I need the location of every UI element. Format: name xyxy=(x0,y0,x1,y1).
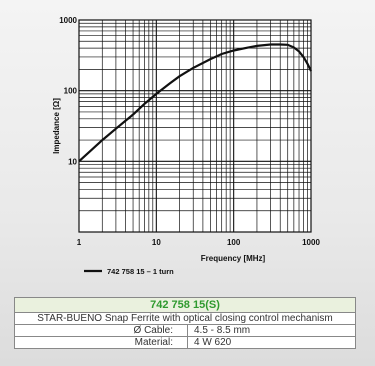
y-axis-label: Impedance [Ω] xyxy=(52,98,61,154)
spec-label: Material: xyxy=(14,336,188,349)
y-tick-label: 1000 xyxy=(59,16,77,25)
y-tick-label: 100 xyxy=(64,87,78,96)
product-spec-table: 742 758 15(S) STAR-BUENO Snap Ferrite wi… xyxy=(14,297,356,349)
spec-value: 4 W 620 xyxy=(187,336,356,349)
x-axis-label: Frequency [MHz] xyxy=(201,254,266,263)
spec-value: 4.5 - 8.5 mm xyxy=(187,324,356,337)
y-tick-labels: 10 100 1000 xyxy=(59,16,77,166)
x-tick-labels: 1 10 100 1000 xyxy=(77,238,321,247)
spec-row-cable: Ø Cable: 4.5 - 8.5 mm xyxy=(14,324,356,337)
y-tick-label: 10 xyxy=(68,157,77,166)
spec-row-material: Material: 4 W 620 xyxy=(14,336,356,349)
x-tick-label: 10 xyxy=(152,238,161,247)
x-tick-label: 1 xyxy=(77,238,82,247)
x-tick-label: 100 xyxy=(227,238,241,247)
grid-lines xyxy=(79,20,311,232)
series-line-742-758-15 xyxy=(78,43,312,163)
plot-frame xyxy=(78,19,312,233)
x-tick-label: 1000 xyxy=(302,238,320,247)
spec-label: Ø Cable: xyxy=(14,324,188,337)
impedance-chart: 1 10 100 1000 10 100 1000 Frequency [MHz] Imp… xyxy=(52,16,321,276)
legend-label: 742 758 15 – 1 turn xyxy=(107,267,174,276)
plot-area xyxy=(79,20,311,232)
part-number: 742 758 15(S) xyxy=(14,297,356,313)
product-description: STAR-BUENO Snap Ferrite with optical clo… xyxy=(14,312,356,325)
